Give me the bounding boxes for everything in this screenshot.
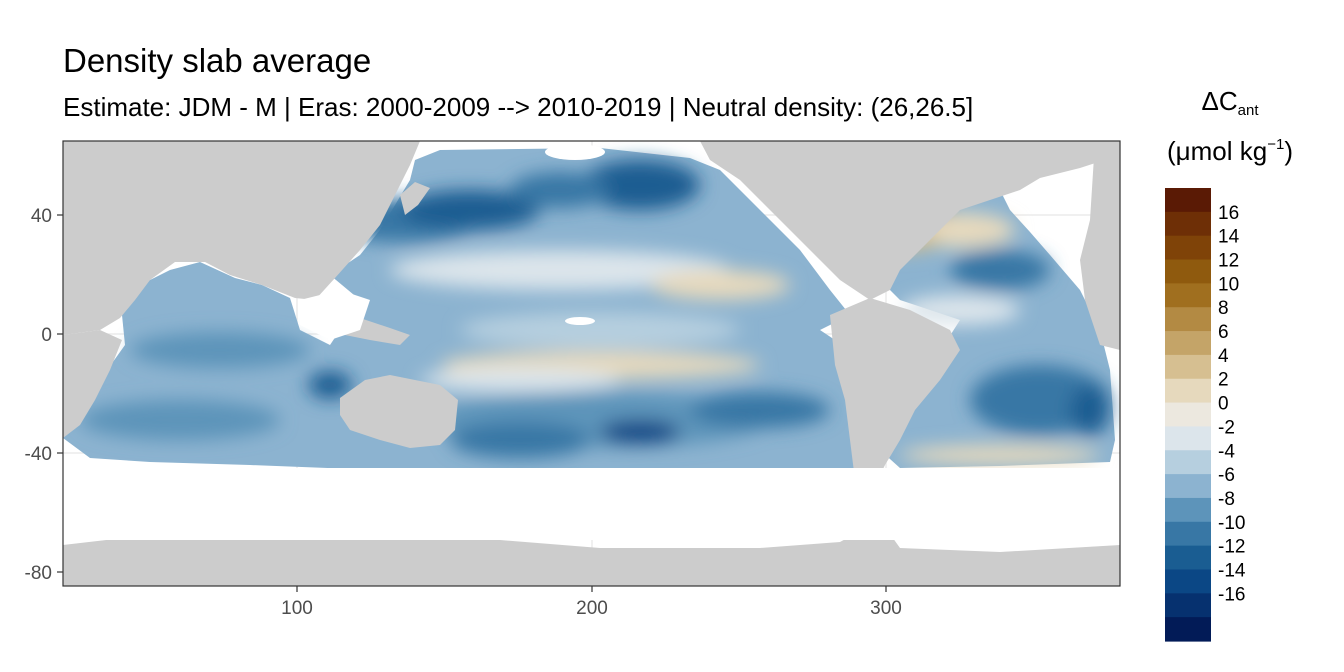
legend-break-label: 14 (1218, 227, 1240, 248)
legend-break-label: 2 (1218, 370, 1229, 391)
legend-break-label: 6 (1218, 322, 1229, 343)
y-tick-label: 0 (41, 325, 52, 346)
x-axis: 100 200 300 (281, 586, 902, 619)
legend-color-step (1165, 569, 1211, 594)
legend-break-label: 16 (1218, 203, 1239, 224)
legend-break-label: -6 (1218, 465, 1235, 486)
legend-color-step (1165, 521, 1211, 547)
legend-break-label: -16 (1218, 584, 1245, 605)
y-axis: 40 0 -40 -80 (25, 206, 63, 584)
land-europe-africa-east (1080, 141, 1120, 350)
chart-title: Density slab average (63, 42, 372, 79)
y-tick-label: -40 (25, 444, 52, 465)
x-tick-label: 200 (576, 598, 608, 619)
land-north-america (700, 141, 1120, 300)
missing-data (63, 144, 1120, 540)
legend-break-label: 8 (1218, 298, 1229, 319)
land-africa-west (63, 330, 122, 438)
legend-color-step (1165, 450, 1211, 475)
legend-color-step (1165, 545, 1211, 571)
legend-break-label: -10 (1218, 513, 1245, 534)
legend-color-step (1165, 211, 1211, 237)
legend-color-step (1165, 497, 1211, 523)
gap-bering (545, 144, 605, 160)
ocean-field (63, 148, 1115, 472)
legend-break-label: -2 (1218, 417, 1235, 438)
legend-break-label: 10 (1218, 274, 1239, 295)
land-eurasia (63, 141, 420, 335)
chart-subtitle: Estimate: JDM - M | Eras: 2000-2009 --> … (63, 92, 974, 122)
legend-color-step (1165, 259, 1211, 284)
legend-color-step (1165, 307, 1211, 332)
legend-color-step (1165, 378, 1211, 404)
y-tick-label: 40 (31, 206, 52, 227)
x-tick-label: 300 (870, 598, 902, 619)
legend-break-label: -8 (1218, 489, 1235, 510)
legend-break-label: -14 (1218, 560, 1246, 581)
ocean-field-base (63, 148, 880, 472)
land-south-america (830, 298, 960, 495)
legend-color-step (1165, 188, 1211, 213)
y-tick-label: -80 (25, 563, 52, 584)
x-tick-label: 100 (281, 598, 313, 619)
map-panel (62, 140, 1121, 587)
legend-color-step (1165, 426, 1211, 451)
legend-colorbar (1165, 188, 1211, 642)
legend-break-label: -4 (1218, 441, 1235, 462)
legend-color-step (1165, 593, 1211, 618)
legend-title: ΔCant (1201, 86, 1259, 119)
legend-break-label: -12 (1218, 537, 1245, 558)
gap-indonesia (300, 290, 370, 340)
legend-color-step (1165, 474, 1211, 499)
legend-color-step (1165, 235, 1211, 261)
southern-ocean-gap (63, 468, 1120, 540)
land-australia (340, 375, 458, 448)
legend-color-step (1165, 402, 1211, 428)
legend-break-label: 0 (1218, 394, 1229, 415)
gap-equatorial-pacific (565, 317, 595, 325)
legend-color-step (1165, 354, 1211, 380)
legend-unit: (μmol kg−1) (1167, 136, 1293, 166)
legend-break-label: 4 (1218, 346, 1229, 367)
legend-color-step (1165, 617, 1211, 642)
legend-break-label: 12 (1218, 251, 1239, 272)
land-japan (400, 182, 430, 215)
legend-color-step (1165, 283, 1211, 308)
legend-color-step (1165, 331, 1211, 356)
